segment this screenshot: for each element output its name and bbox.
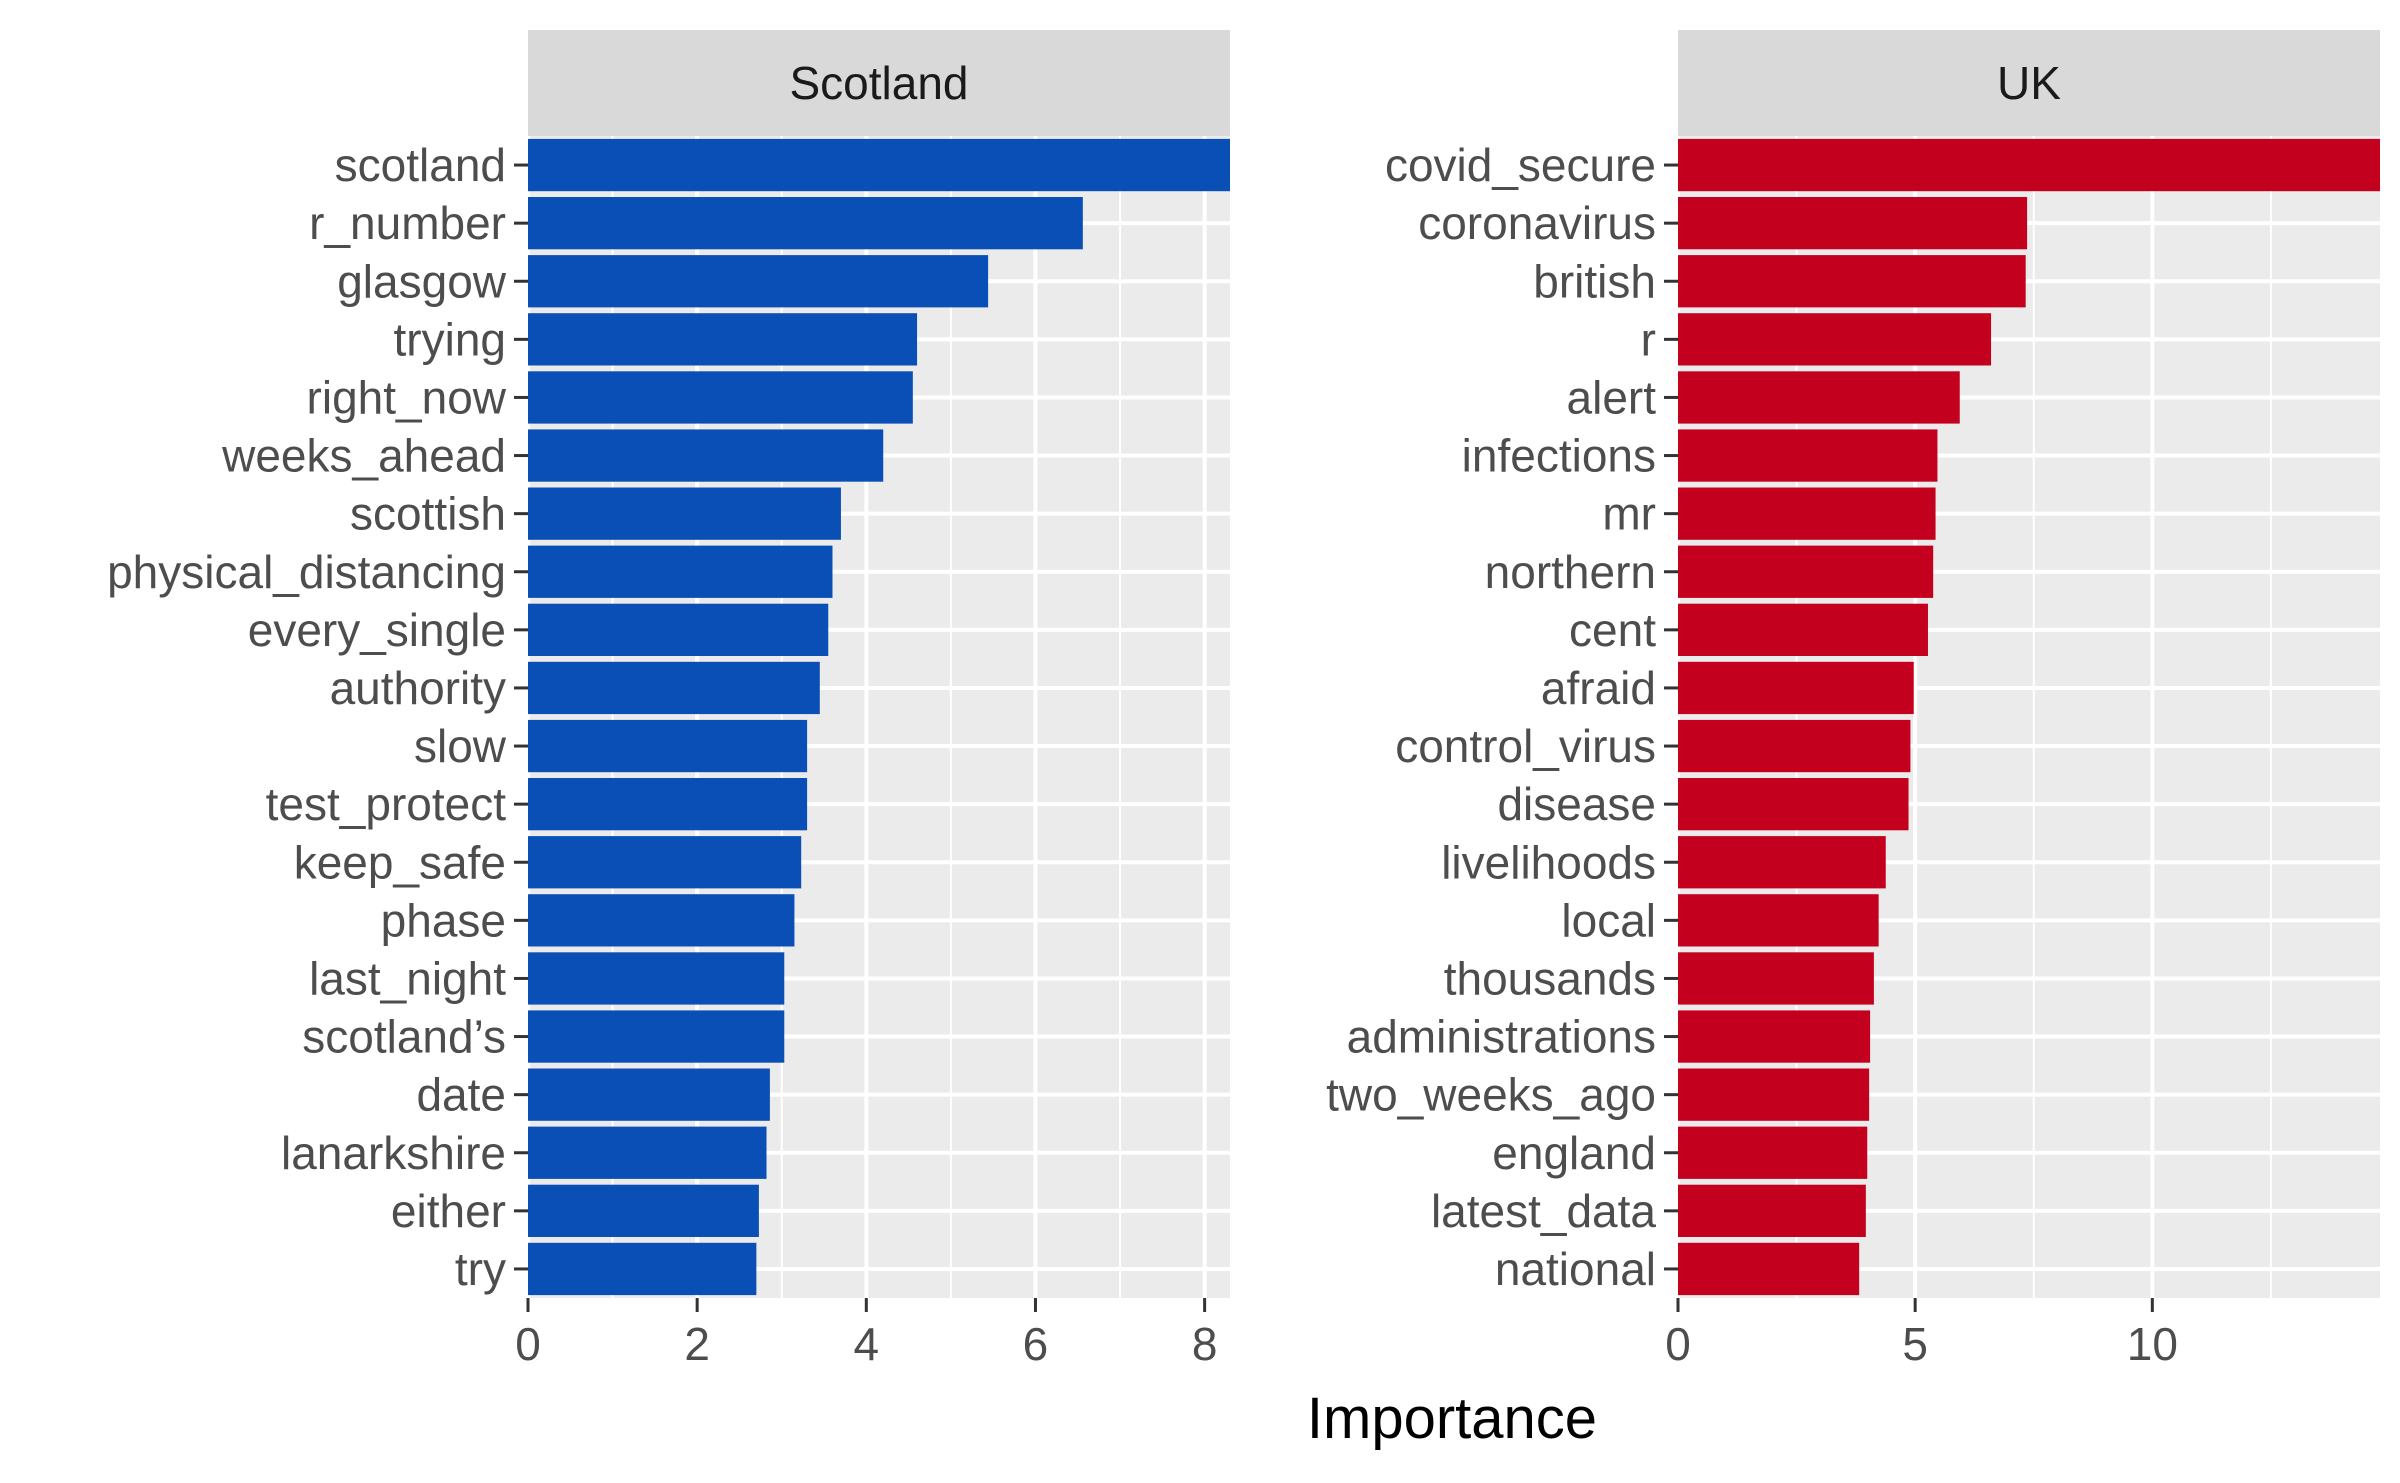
facet-uk-strip-label: UK — [1997, 57, 2061, 109]
facet-scotland-category-label: glasgow — [337, 255, 507, 307]
facet-scotland-category-label: either — [391, 1185, 506, 1237]
facet-uk-bar — [1678, 661, 1914, 715]
facet-uk-bar — [1678, 603, 1928, 656]
facet-scotland-bar — [528, 1242, 757, 1296]
facet-uk-x-tick-label: 10 — [2127, 1318, 2178, 1370]
facet-scotland-bar — [528, 1068, 770, 1121]
facet-scotland-category-label: physical_distancing — [107, 546, 506, 598]
facet-scotland-x-tick-label: 0 — [515, 1318, 541, 1370]
facet-scotland-category-label: trying — [394, 313, 506, 365]
facet-scotland-category-label: test_protect — [266, 778, 507, 830]
facet-uk-bar — [1678, 1068, 1870, 1121]
facet-uk-category-label: british — [1533, 255, 1656, 307]
facet-scotland-bar — [528, 603, 829, 656]
facet-scotland-category-label: scotland’s — [302, 1011, 506, 1063]
facet-uk-panel-background — [1678, 136, 2380, 1298]
facet-scotland-x-tick-label: 2 — [684, 1318, 710, 1370]
facet-uk-category-label: thousands — [1444, 952, 1656, 1004]
facet-scotland-bar — [528, 371, 913, 424]
facet-scotland-bar — [528, 429, 884, 482]
facet-scotland-category-label: scotland — [335, 139, 506, 191]
facet-uk-bar — [1678, 894, 1879, 947]
facet-uk-category-label: two_weeks_ago — [1326, 1069, 1656, 1121]
facet-scotland-category-label: right_now — [307, 371, 507, 423]
facet-uk-category-label: covid_secure — [1385, 139, 1656, 191]
facet-uk-category-label: livelihoods — [1441, 836, 1656, 888]
facet-scotland-category-label: try — [455, 1243, 506, 1295]
facet-scotland-x-tick-label: 6 — [1023, 1318, 1049, 1370]
facet-scotland-bar — [528, 545, 833, 598]
facet-scotland-bar — [528, 1184, 759, 1237]
facet-scotland-category-label: r_number — [309, 197, 506, 249]
facet-uk-category-label: control_virus — [1395, 720, 1656, 772]
facet-uk-category-label: administrations — [1347, 1011, 1656, 1063]
facet-scotland-bar — [528, 778, 808, 831]
facet-scotland-category-label: authority — [330, 662, 506, 714]
facet-uk-bar — [1678, 138, 2380, 192]
facet-scotland-bar — [528, 836, 802, 889]
facet-uk-bar — [1678, 836, 1886, 889]
facet-scotland-category-label: every_single — [248, 604, 506, 656]
facet-scotland-bar — [528, 197, 1083, 250]
facet-scotland-category-label: phase — [381, 894, 506, 946]
facet-scotland-category-label: slow — [414, 720, 507, 772]
facet-uk-category-label: england — [1492, 1127, 1656, 1179]
facet-uk-bar — [1678, 545, 1934, 598]
facet-scotland-strip — [528, 30, 1230, 136]
facet-scotland-panel-background — [528, 136, 1230, 1298]
facet-scotland-x-tick-label: 8 — [1192, 1318, 1218, 1370]
facet-scotland-bar — [528, 138, 1230, 192]
facet-scotland-bar — [528, 313, 918, 366]
facet-scotland-strip-label: Scotland — [789, 57, 968, 109]
facet-uk-bar — [1678, 313, 1992, 366]
facet-uk-category-label: coronavirus — [1418, 197, 1656, 249]
facet-uk-bar — [1678, 778, 1909, 831]
facet-uk-category-label: cent — [1569, 604, 1656, 656]
facet-uk-category-label: alert — [1567, 371, 1657, 423]
facet-uk-x-tick-label: 0 — [1665, 1318, 1691, 1370]
facet-uk-bar — [1678, 1242, 1860, 1296]
facet-uk-bar — [1678, 429, 1938, 482]
facet-uk-x-tick-label: 5 — [1902, 1318, 1928, 1370]
facet-uk-bar — [1678, 719, 1911, 773]
facet-uk-category-label: mr — [1602, 488, 1656, 540]
facet-scotland-bar — [528, 719, 808, 773]
facet-scotland-category-label: scottish — [350, 488, 506, 540]
facet-scotland-bar — [528, 952, 785, 1005]
facet-scotland-bar — [528, 487, 841, 540]
facet-scotland-bar — [528, 1010, 785, 1063]
facet-uk-bar — [1678, 255, 2026, 308]
facet-scotland-x-tick-label: 4 — [854, 1318, 880, 1370]
facet-scotland-bar — [528, 255, 989, 308]
facet-uk-category-label: infections — [1462, 430, 1656, 482]
facet-scotland-category-label: date — [416, 1069, 506, 1121]
facet-uk-bar — [1678, 197, 2028, 250]
facet-scotland-bar — [528, 894, 795, 947]
facet-scotland-category-label: keep_safe — [294, 836, 506, 888]
facet-scotland-bar — [528, 1126, 767, 1179]
facet-uk-bar — [1678, 952, 1874, 1005]
facet-uk-category-label: disease — [1497, 778, 1656, 830]
facet-uk-category-label: r — [1641, 313, 1656, 365]
facet-uk-bar — [1678, 487, 1936, 540]
facet-uk-category-label: latest_data — [1431, 1185, 1656, 1237]
facet-uk-bar — [1678, 1010, 1871, 1063]
facet-uk-bar — [1678, 371, 1960, 424]
facet-uk-category-label: afraid — [1541, 662, 1656, 714]
facet-uk-strip — [1678, 30, 2380, 136]
facet-scotland-bar — [528, 661, 820, 715]
facet-uk-category-label: local — [1561, 894, 1656, 946]
facet-uk-bar — [1678, 1126, 1868, 1179]
facet-scotland-category-label: weeks_ahead — [221, 430, 506, 482]
facet-scotland-category-label: last_night — [309, 952, 506, 1004]
facet-uk-bar — [1678, 1184, 1866, 1237]
facet-uk-category-label: northern — [1485, 546, 1656, 598]
x-axis-title: Importance — [1307, 1386, 1597, 1451]
facet-uk-category-label: national — [1495, 1243, 1656, 1295]
facet-scotland-category-label: lanarkshire — [281, 1127, 506, 1179]
